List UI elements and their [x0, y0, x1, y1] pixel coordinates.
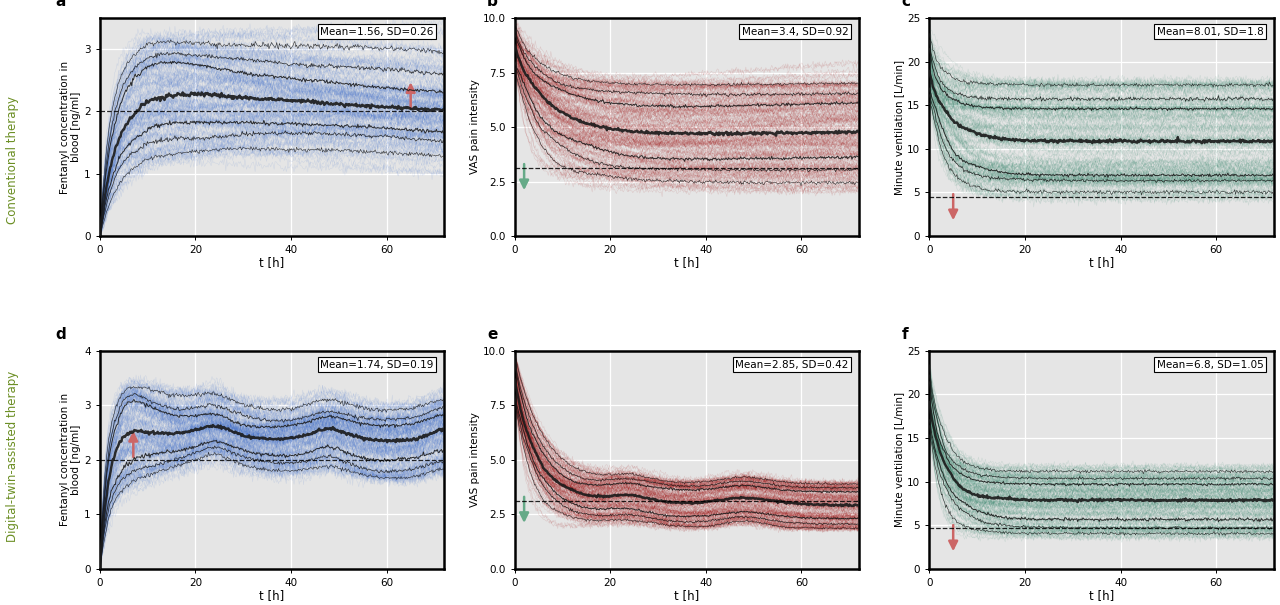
Text: Mean=1.56, SD=0.26: Mean=1.56, SD=0.26	[320, 27, 434, 37]
Y-axis label: VAS pain intensity: VAS pain intensity	[470, 80, 480, 174]
Text: Mean=6.8, SD=1.05: Mean=6.8, SD=1.05	[1157, 359, 1263, 370]
Text: e: e	[486, 327, 498, 342]
Text: Conventional therapy: Conventional therapy	[6, 96, 19, 224]
Text: f: f	[901, 327, 909, 342]
Y-axis label: Fentanyl concentration in
blood [ng/ml]: Fentanyl concentration in blood [ng/ml]	[60, 393, 82, 526]
Y-axis label: Fentanyl concentration in
blood [ng/ml]: Fentanyl concentration in blood [ng/ml]	[60, 60, 82, 194]
Text: a: a	[55, 0, 65, 10]
X-axis label: t [h]: t [h]	[675, 257, 699, 269]
Text: Mean=8.01, SD=1.8: Mean=8.01, SD=1.8	[1157, 27, 1263, 37]
Text: Mean=1.74, SD=0.19: Mean=1.74, SD=0.19	[320, 359, 434, 370]
Y-axis label: VAS pain intensity: VAS pain intensity	[470, 413, 480, 507]
Text: Mean=2.85, SD=0.42: Mean=2.85, SD=0.42	[735, 359, 849, 370]
Y-axis label: Minute ventilation [L/min]: Minute ventilation [L/min]	[895, 392, 904, 528]
Y-axis label: Minute ventilation [L/min]: Minute ventilation [L/min]	[895, 59, 904, 195]
X-axis label: t [h]: t [h]	[1089, 589, 1114, 602]
X-axis label: t [h]: t [h]	[675, 589, 699, 602]
X-axis label: t [h]: t [h]	[260, 257, 284, 269]
Text: Mean=3.4, SD=0.92: Mean=3.4, SD=0.92	[742, 27, 849, 37]
Text: b: b	[486, 0, 498, 10]
Text: c: c	[901, 0, 911, 10]
Text: Digital-twin-assisted therapy: Digital-twin-assisted therapy	[6, 371, 19, 543]
Text: d: d	[55, 327, 65, 342]
X-axis label: t [h]: t [h]	[1089, 257, 1114, 269]
X-axis label: t [h]: t [h]	[260, 589, 284, 602]
